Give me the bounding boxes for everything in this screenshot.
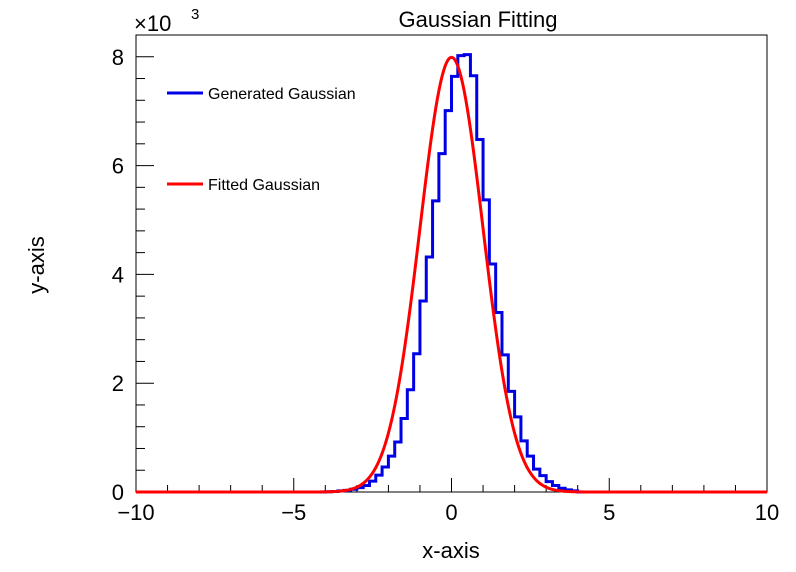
x-tick-label: 0 [445, 500, 457, 525]
legend-label-generated: Generated Gaussian [208, 86, 356, 103]
y-tick-label: 4 [112, 262, 124, 287]
y-multiplier-exponent: 3 [191, 6, 199, 23]
legend: Generated Gaussian Fitted Gaussian [167, 86, 356, 194]
y-axis-title: y-axis [24, 236, 49, 293]
y-axis-ticks [136, 56, 154, 493]
x-axis-title: x-axis [422, 538, 479, 563]
legend-label-fitted: Fitted Gaussian [208, 177, 320, 194]
chart-title: Gaussian Fitting [399, 7, 558, 32]
y-tick-label: 0 [112, 480, 124, 505]
x-axis-ticks [135, 478, 768, 492]
x-tick-label: 5 [603, 500, 615, 525]
x-tick-labels: −10 −5 0 5 10 [117, 500, 779, 525]
y-tick-label: 8 [112, 45, 124, 70]
y-tick-label: 6 [112, 154, 124, 179]
y-tick-labels: 0 2 4 6 8 [112, 45, 124, 505]
fitted-gaussian-curve [136, 55, 767, 494]
y-multiplier-base: ×10 [134, 11, 171, 36]
x-tick-label: −10 [117, 500, 154, 525]
y-multiplier: ×10 3 [134, 6, 199, 36]
x-tick-label: −5 [281, 500, 306, 525]
generated-gaussian-histogram [136, 53, 767, 494]
y-tick-label: 2 [112, 371, 124, 396]
x-tick-label: 10 [755, 500, 779, 525]
